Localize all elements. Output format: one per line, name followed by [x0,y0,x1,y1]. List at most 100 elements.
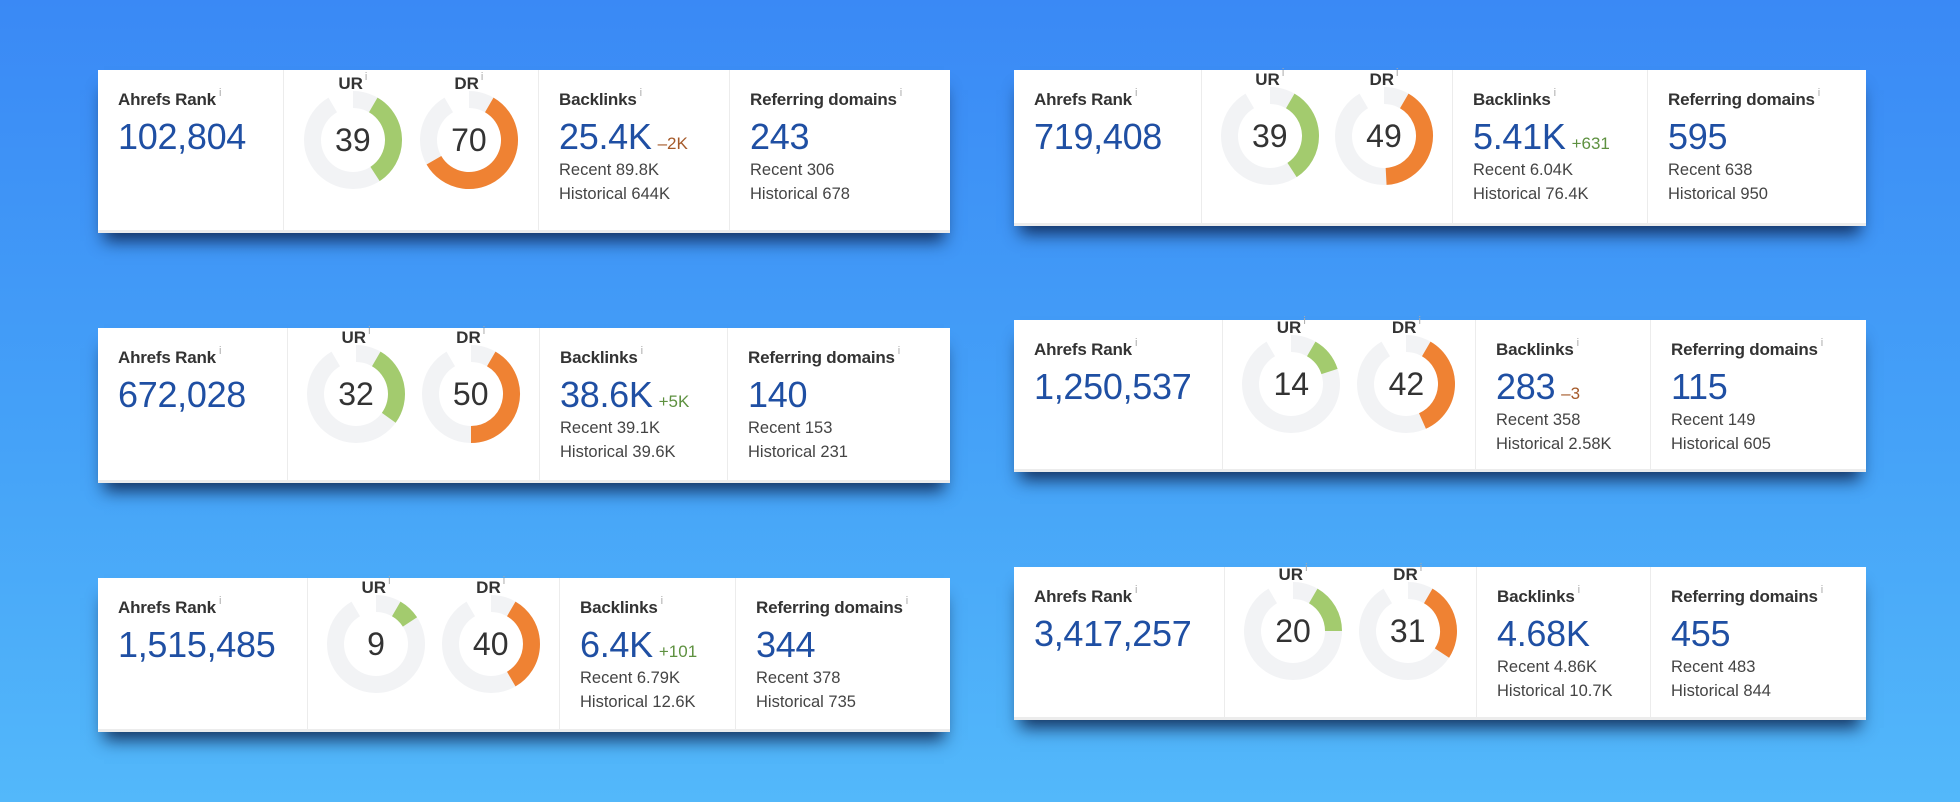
info-icon[interactable]: i [660,595,663,607]
backlinks-label-text: Backlinks [559,90,637,109]
info-icon[interactable]: i [218,345,222,357]
info-icon[interactable]: i [1134,337,1138,349]
referring-domains-value[interactable]: 455 [1671,613,1731,654]
info-icon[interactable]: i [1134,584,1138,596]
info-icon[interactable]: i [1576,337,1579,349]
info-icon[interactable]: i [1553,87,1556,99]
referring-domains-value[interactable]: 344 [756,624,816,665]
ur-label-text: UR [361,578,387,597]
ahrefs-rank-column: Ahrefs Rank i 102,804 [98,70,284,230]
rating-gauges-column: UR i 20 DR i 31 [1225,562,1477,717]
ahrefs-rank-value: 672,028 [118,374,247,415]
referring-domains-value[interactable]: 243 [750,116,810,157]
backlinks-value[interactable]: 6.4K [580,624,653,665]
info-icon[interactable]: i [1820,337,1824,349]
ur-gauge: UR i 14 [1241,315,1341,434]
backlinks-recent: Recent 358 [1496,411,1581,429]
info-icon[interactable]: i [1281,67,1285,79]
backlinks-column: Backlinks i 6.4K +101 Recent 6.79K Histori… [560,578,736,729]
backlinks-value-row: 38.6K +5K [560,374,727,416]
ahrefs-rank-label-text: Ahrefs Rank [1034,587,1132,606]
ahrefs-rank-label: Ahrefs Rank i [118,87,283,110]
info-icon[interactable]: i [640,345,643,357]
backlinks-value[interactable]: 25.4K [559,116,652,157]
info-icon[interactable]: i [905,595,909,607]
backlinks-historical: Historical 644K [559,185,670,203]
ur-gauge: UR i 39 [303,71,403,190]
referring-domains-recent: Recent 638 [1668,161,1753,179]
info-icon[interactable]: i [1305,562,1308,574]
info-icon[interactable]: i [218,87,222,99]
dr-label-text: DR [1393,565,1418,584]
backlinks-label: Backlinks i [560,345,727,368]
backlinks-value[interactable]: 283 [1496,366,1556,407]
referring-domains-column: Referring domains i 455 Recent 483 Histor… [1651,567,1866,717]
info-icon[interactable]: i [368,325,371,337]
ur-gauge-arc [391,601,418,627]
ahrefs-rank-value: 1,515,485 [118,624,276,665]
ur-donut-chart [307,345,406,443]
info-icon[interactable]: i [1418,315,1421,327]
referring-domains-value[interactable]: 115 [1671,366,1728,407]
dr-label: DR i [1334,67,1434,90]
ur-donut-chart [327,595,426,693]
ahrefs-rank-value: 102,804 [118,116,247,157]
info-icon[interactable]: i [388,575,391,587]
referring-domains-label: Referring domains i [748,345,950,368]
info-icon[interactable]: i [502,575,506,587]
referring-domains-value[interactable]: 595 [1668,116,1728,157]
dr-donut-chart [1357,335,1456,433]
backlinks-value[interactable]: 5.41K [1473,116,1566,157]
backlinks-column: Backlinks i 25.4K –2K Recent 89.8K Histori… [539,70,730,230]
dr-label: DR i [441,575,541,598]
info-icon[interactable]: i [1817,87,1821,99]
ur-gauge-arc [1306,341,1338,375]
info-icon[interactable]: i [1419,562,1423,574]
backlinks-label: Backlinks i [580,595,735,618]
ur-label-text: UR [1255,70,1280,89]
dr-value: 40 [472,626,509,662]
dr-donut-chart [1334,87,1433,185]
referring-domains-column: Referring domains i 344 Recent 378 Histor… [736,578,950,729]
backlinks-delta: +631 [1571,134,1610,153]
backlinks-value[interactable]: 4.68K [1497,613,1590,654]
referring-domains-column: Referring domains i 243 Recent 306 Histor… [730,70,950,230]
referring-domains-value[interactable]: 140 [748,374,808,415]
ahrefs-rank-label: Ahrefs Rank i [1034,337,1222,360]
backlinks-historical: Historical 39.6K [560,443,676,461]
ahrefs-rank-value: 3,417,257 [1034,613,1192,654]
info-icon[interactable]: i [639,87,642,99]
referring-domains-column: Referring domains i 115 Recent 149 Histor… [1651,320,1866,469]
ahrefs-rank-value: 1,250,537 [1034,366,1192,407]
referring-domains-historical: Historical 678 [750,185,850,203]
rating-gauges-column: UR i 14 DR i 42 [1223,315,1476,469]
ur-donut-chart [303,91,402,189]
ur-label: UR i [1241,315,1341,338]
info-icon[interactable]: i [897,345,901,357]
dr-label-text: DR [454,74,479,93]
ur-value: 9 [367,626,385,662]
info-icon[interactable]: i [1134,87,1138,99]
info-icon[interactable]: i [1577,584,1580,596]
info-icon[interactable]: i [1396,67,1399,79]
referring-domains-column: Referring domains i 140 Recent 153 Histor… [728,328,950,480]
info-icon[interactable]: i [1303,315,1306,327]
ur-donut-chart [1220,87,1319,185]
info-icon[interactable]: i [482,325,486,337]
info-icon[interactable]: i [899,87,903,99]
info-icon[interactable]: i [1820,584,1824,596]
dr-label-text: DR [476,578,501,597]
rating-gauges-column: UR i 39 DR i 70 [284,70,539,230]
referring-domains-label-text: Referring domains [1668,90,1815,109]
info-icon[interactable]: i [218,595,222,607]
ur-gauge: UR i 20 [1243,562,1343,681]
info-icon[interactable]: i [364,71,368,83]
referring-domains-label: Referring domains i [750,87,950,110]
backlinks-column: Backlinks i 4.68K Recent 4.86K Historical… [1477,567,1651,717]
ur-value: 14 [1273,366,1310,402]
referring-domains-label-text: Referring domains [1671,587,1818,606]
info-icon[interactable]: i [480,71,484,83]
backlinks-value[interactable]: 38.6K [560,374,653,415]
dr-donut-chart [441,595,540,693]
ur-label-text: UR [1276,318,1302,337]
